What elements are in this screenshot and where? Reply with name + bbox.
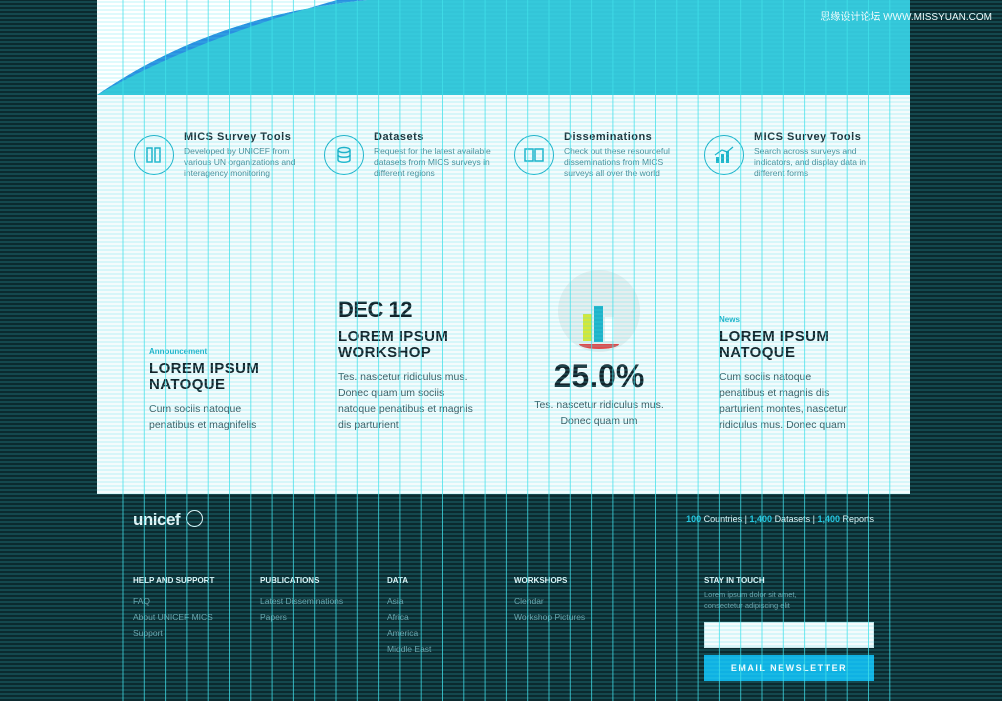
- feature-desc: Request for the latest available dataset…: [374, 146, 491, 178]
- footer-link[interactable]: Africa: [387, 612, 409, 622]
- stat-countries-number: 100: [686, 514, 702, 524]
- card-text: Cum sociis natoque penatibus et magnis d…: [719, 371, 847, 431]
- bar-chart-icon: [558, 270, 640, 352]
- footer-link[interactable]: Middle East: [387, 644, 432, 654]
- footer-heading: WORKSHOPS: [514, 576, 568, 585]
- logo-text: unicef: [133, 510, 181, 529]
- chart-icon: [704, 135, 744, 175]
- footer-link[interactable]: FAQ: [133, 596, 151, 606]
- unicef-logo[interactable]: unicef: [133, 510, 204, 530]
- feature-title: MICS Survey Tools: [184, 131, 292, 143]
- footer-col-stay-in-touch: STAY IN TOUCH Lorem ipsum dolor sit amet…: [704, 576, 824, 611]
- card-text: Tes. nascetur ridiculus mus. Donec quam …: [338, 371, 473, 431]
- footer-link[interactable]: Clendar: [514, 596, 544, 606]
- books-icon: [134, 135, 174, 175]
- footer-link[interactable]: Asia: [387, 596, 404, 606]
- hero-banner: [97, 0, 910, 95]
- workshop-date: DEC 12: [338, 297, 413, 322]
- email-field[interactable]: [704, 622, 874, 648]
- footer-heading: HELP AND SUPPORT: [133, 576, 215, 585]
- footer-heading: STAY IN TOUCH: [704, 576, 765, 585]
- stat-value: 25.0%: [553, 358, 645, 394]
- hero-curve: [97, 0, 367, 95]
- watermark: 思缘设计论坛 WWW.MISSYUAN.COM: [820, 12, 992, 23]
- footer-link[interactable]: About UNICEF MICS: [133, 612, 213, 622]
- card-title: LOREM IPSUM NATOQUE: [149, 360, 260, 393]
- card-announcement[interactable]: Announcement LOREM IPSUM NATOQUE Cum soc…: [149, 347, 284, 433]
- card-text: Cum sociis natoque penatibus et magnifel…: [149, 403, 257, 431]
- card-text: Tes. nascetur ridiculus mus. Donec quam …: [534, 399, 664, 427]
- footer-col-publications: PUBLICATIONS Latest Disseminations Paper…: [260, 576, 343, 625]
- feature-title: MICS Survey Tools: [754, 131, 862, 143]
- email-newsletter-button[interactable]: EMAIL NEWSLETTER: [704, 655, 874, 681]
- footer-heading: DATA: [387, 576, 409, 585]
- card-news[interactable]: News LOREM IPSUM NATOQUE Cum sociis nato…: [719, 315, 859, 433]
- footer-link[interactable]: Support: [133, 628, 163, 638]
- feature-desc: Search across surveys and indicators, an…: [754, 146, 866, 178]
- card-workshop[interactable]: DEC 12 LOREM IPSUM WORKSHOP Tes. nascetu…: [338, 297, 478, 433]
- card-label: News: [719, 315, 740, 324]
- footer-link[interactable]: Latest Disseminations: [260, 596, 344, 606]
- feature-title: Datasets: [374, 131, 424, 143]
- footer-col-workshops: WORKSHOPS Clendar Workshop Pictures: [514, 576, 585, 625]
- footer-link[interactable]: America: [387, 628, 419, 638]
- feature-desc: Developed by UNICEF from various UN orga…: [184, 146, 296, 178]
- features-section: MICS Survey Tools Developed by UNICEF fr…: [97, 95, 910, 495]
- card-title: LOREM IPSUM WORKSHOP: [338, 328, 449, 361]
- footer-stats: 100 Countries | 1,400 Datasets | 1,400 R…: [686, 514, 874, 524]
- stat-datasets-number: 1,400: [749, 514, 773, 524]
- stat-countries-label: Countries: [703, 514, 743, 524]
- feature-desc: Check out these resourceful disseminatio…: [564, 146, 670, 178]
- stat-reports-label: Reports: [842, 514, 874, 524]
- card-title: LOREM IPSUM NATOQUE: [719, 328, 830, 361]
- database-icon: [324, 135, 364, 175]
- stat-datasets-label: Datasets: [774, 514, 811, 524]
- stay-desc: Lorem ipsum dolor sit amet, consectetur …: [704, 590, 797, 610]
- feature-title: Disseminations: [564, 131, 653, 143]
- open-book-icon: [514, 135, 554, 175]
- footer-col-data: DATA Asia Africa America Middle East: [387, 576, 431, 657]
- globe-icon: [186, 510, 204, 527]
- stat-reports-number: 1,400: [817, 514, 840, 524]
- footer-col-help: HELP AND SUPPORT FAQ About UNICEF MICS S…: [133, 576, 214, 641]
- footer-link[interactable]: Papers: [260, 612, 287, 622]
- footer-link[interactable]: Workshop Pictures: [514, 612, 586, 622]
- card-label: Announcement: [149, 347, 208, 356]
- card-stat[interactable]: 25.0% Tes. nascetur ridiculus mus. Donec…: [529, 270, 669, 429]
- footer-heading: PUBLICATIONS: [260, 576, 320, 585]
